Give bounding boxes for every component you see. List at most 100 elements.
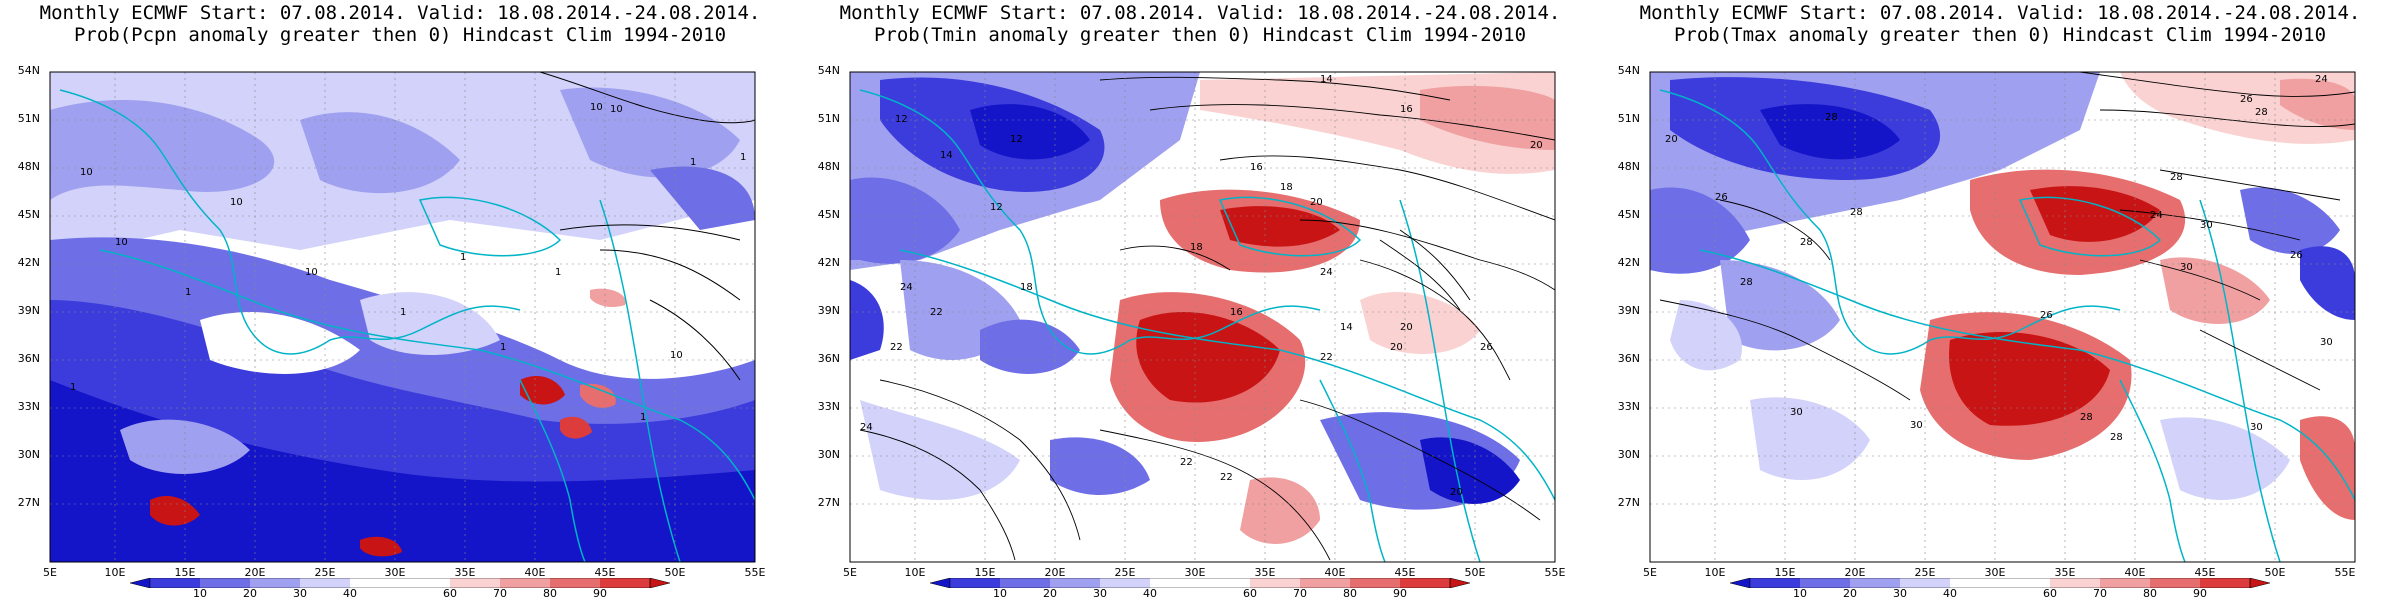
colorbar-label: 20 [243,587,257,600]
lat-label: 54N [817,64,840,77]
contour-label: 10 [230,197,243,208]
lat-label: 45N [1617,208,1640,221]
lon-label: 25E [1114,566,1136,579]
contour-label: 14 [1320,74,1333,85]
colorbar-label: 90 [2193,587,2207,600]
colorbar-label: 60 [1243,587,1257,600]
lat-label: 51N [17,112,40,125]
lon-label: 25E [1914,566,1936,579]
lon-label: 40E [524,566,546,579]
lat-label: 48N [1617,160,1640,173]
lon-label: 35E [2054,566,2076,579]
colorbar [1730,578,2270,588]
colorbar-label: 60 [2043,587,2057,600]
contour-label: 12 [1010,134,1023,145]
panel-title-line1: Monthly ECMWF Start: 07.08.2014. Valid: … [39,2,761,24]
colorbar-label: 10 [1793,587,1807,600]
contour-label: 28 [1800,237,1813,248]
map-panel-tmax: Monthly ECMWF Start: 07.08.2014. Valid: … [1600,0,2400,600]
contour-label: 24 [900,282,913,293]
contour-label: 22 [930,307,943,318]
lat-label: 36N [17,352,40,365]
colorbar [930,578,1470,588]
colorbar-label: 80 [2143,587,2157,600]
contour-label: 24 [2315,74,2328,85]
contour-label: 1 [500,342,506,353]
lon-label: 40E [1324,566,1346,579]
contour-label: 30 [2200,220,2213,231]
lat-label: 42N [17,256,40,269]
lon-label: 55E [2334,566,2356,579]
contour-label: 26 [2240,94,2253,105]
lon-label: 10E [1704,566,1726,579]
lon-label: 30E [1984,566,2006,579]
colorbar-label: 90 [593,587,607,600]
lat-label: 51N [817,112,840,125]
lat-label: 30N [1617,448,1640,461]
contour-label: 22 [1320,352,1333,363]
contour-label: 26 [2290,250,2303,261]
lon-label: 30E [384,566,406,579]
map-panel-pcpn: Monthly ECMWF Start: 07.08.2014. Valid: … [0,0,800,600]
contour-label: 14 [1340,322,1353,333]
lon-label: 55E [1544,566,1566,579]
lat-label: 39N [817,304,840,317]
contour-label: 28 [1850,207,1863,218]
contour-label: 24 [860,422,873,433]
colorbar-label: 80 [1343,587,1357,600]
colorbar-label: 40 [1143,587,1157,600]
map-plot-tmin: 14 16 12 12 14 12 16 18 20 20 24 22 22 2… [849,71,1556,563]
lon-label: 45E [1394,566,1416,579]
lat-label: 54N [17,64,40,77]
contour-label: 16 [1400,104,1413,115]
lon-label: 20E [244,566,266,579]
lat-label: 51N [1617,112,1640,125]
lon-label: 5E [843,566,857,579]
lon-label: 50E [664,566,686,579]
contour-label: 26 [1480,342,1493,353]
contour-label: 20 [1450,487,1463,498]
contour-label: 10 [115,237,128,248]
lon-label: 25E [314,566,336,579]
colorbar [130,578,670,588]
map-plot-pcpn: 10 10 1 1 1 1 1 1 10 10 10 10 10 1 1 1 [49,71,756,563]
lat-label: 27N [1617,496,1640,509]
contour-label: 12 [990,202,1003,213]
colorbar-label: 10 [193,587,207,600]
contour-label: 24 [2150,210,2163,221]
lat-label: 33N [1617,400,1640,413]
lon-label: 55E [744,566,766,579]
colorbar-label: 90 [1393,587,1407,600]
lon-label: 35E [1254,566,1276,579]
contour-label: 10 [590,102,603,113]
colorbar-label: 30 [293,587,307,600]
contour-label: 22 [890,342,903,353]
contour-label: 10 [610,104,623,115]
contour-label: 16 [1250,162,1263,173]
lon-label: 20E [1044,566,1066,579]
lon-label: 40E [2124,566,2146,579]
contour-label: 18 [1020,282,1033,293]
lon-label: 10E [904,566,926,579]
contour-label: 28 [2255,107,2268,118]
contour-label: 22 [1220,472,1233,483]
colorbar-label: 70 [2093,587,2107,600]
colorbar-label: 70 [493,587,507,600]
panel-title-line2: Prob(Pcpn anomaly greater then 0) Hindca… [73,24,727,46]
contour-label: 20 [1665,134,1678,145]
contour-label: 24 [1320,267,1333,278]
lat-label: 30N [817,448,840,461]
lat-label: 30N [17,448,40,461]
lat-label: 42N [817,256,840,269]
lat-label: 36N [1617,352,1640,365]
panel-title-line2: Prob(Tmax anomaly greater then 0) Hindca… [1673,24,2327,46]
contour-label: 10 [670,350,683,361]
colorbar-label: 30 [1093,587,1107,600]
contour-label: 30 [1910,420,1923,431]
lat-label: 33N [817,400,840,413]
panel-title-line1: Monthly ECMWF Start: 07.08.2014. Valid: … [1639,2,2361,24]
contour-label: 14 [940,150,953,161]
lat-label: 48N [17,160,40,173]
lat-label: 54N [1617,64,1640,77]
colorbar-label: 40 [1943,587,1957,600]
